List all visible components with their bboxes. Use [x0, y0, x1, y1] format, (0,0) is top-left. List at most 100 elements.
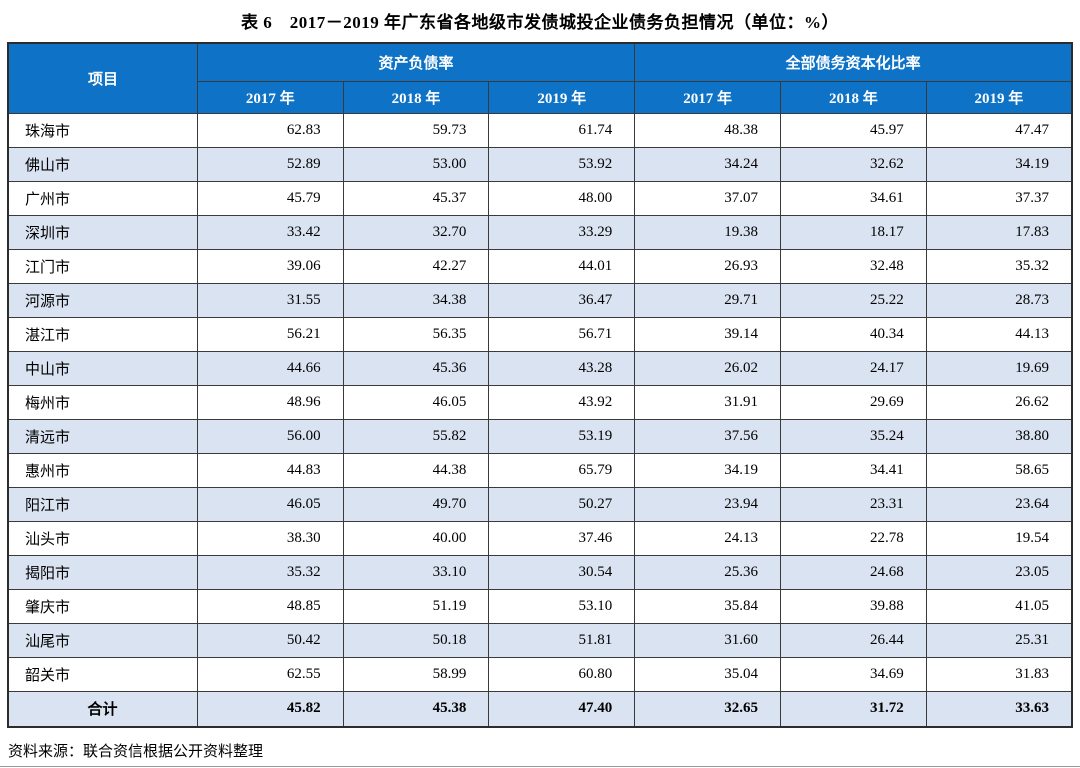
value-cell: 38.30 — [196, 520, 344, 556]
value-cell: 29.71 — [634, 282, 781, 318]
header-year-2017-a: 2017 年 — [196, 80, 344, 114]
city-name-cell: 揭阳市 — [7, 554, 198, 590]
value-cell: 32.48 — [779, 248, 927, 284]
value-cell: 35.84 — [634, 588, 781, 624]
value-cell: 44.38 — [342, 452, 490, 488]
value-cell: 50.27 — [488, 486, 636, 522]
value-cell: 33.63 — [925, 690, 1073, 728]
value-cell: 35.32 — [196, 554, 344, 590]
table-row: 肇庆市 48.85 51.19 53.10 35.84 39.88 41.05 — [7, 588, 1073, 624]
value-cell: 45.37 — [342, 180, 490, 216]
value-cell: 35.32 — [925, 248, 1073, 284]
debt-burden-table: 项目 资产负债率 全部债务资本化比率 2017 年 2018 年 2019 年 … — [7, 42, 1073, 728]
value-cell: 58.65 — [925, 452, 1073, 488]
value-cell: 53.00 — [342, 146, 490, 182]
value-cell: 24.17 — [779, 350, 927, 386]
city-name-cell: 江门市 — [7, 248, 198, 284]
table-row: 湛江市 56.21 56.35 56.71 39.14 40.34 44.13 — [7, 316, 1073, 352]
value-cell: 45.38 — [342, 690, 490, 728]
value-cell: 43.92 — [488, 384, 636, 420]
table-row: 汕头市 38.30 40.00 37.46 24.13 22.78 19.54 — [7, 520, 1073, 556]
city-name-cell: 清远市 — [7, 418, 198, 454]
value-cell: 33.29 — [488, 214, 636, 250]
city-name-cell: 珠海市 — [7, 112, 198, 148]
value-cell: 40.00 — [342, 520, 490, 556]
value-cell: 19.69 — [925, 350, 1073, 386]
value-cell: 39.14 — [634, 316, 781, 352]
table-row: 江门市 39.06 42.27 44.01 26.93 32.48 35.32 — [7, 248, 1073, 284]
value-cell: 40.34 — [779, 316, 927, 352]
value-cell: 30.54 — [488, 554, 636, 590]
value-cell: 48.00 — [488, 180, 636, 216]
value-cell: 34.61 — [779, 180, 927, 216]
value-cell: 18.17 — [779, 214, 927, 250]
value-cell: 35.04 — [634, 656, 781, 692]
value-cell: 37.46 — [488, 520, 636, 556]
value-cell: 25.22 — [779, 282, 927, 318]
value-cell: 34.19 — [634, 452, 781, 488]
value-cell: 26.62 — [925, 384, 1073, 420]
city-name-cell: 阳江市 — [7, 486, 198, 522]
value-cell: 49.70 — [342, 486, 490, 522]
value-cell: 58.99 — [342, 656, 490, 692]
value-cell: 41.05 — [925, 588, 1073, 624]
value-cell: 23.64 — [925, 486, 1073, 522]
header-year-2017-b: 2017 年 — [634, 80, 781, 114]
city-name-cell: 河源市 — [7, 282, 198, 318]
value-cell: 56.21 — [196, 316, 344, 352]
source-note: 资料来源：联合资信根据公开资料整理 — [8, 743, 264, 760]
value-cell: 33.10 — [342, 554, 490, 590]
value-cell: 19.54 — [925, 520, 1073, 556]
value-cell: 37.07 — [634, 180, 781, 216]
value-cell: 60.80 — [488, 656, 636, 692]
value-cell: 48.85 — [196, 588, 344, 624]
value-cell: 34.41 — [779, 452, 927, 488]
value-cell: 46.05 — [342, 384, 490, 420]
value-cell: 34.24 — [634, 146, 781, 182]
value-cell: 31.60 — [634, 622, 781, 658]
value-cell: 56.71 — [488, 316, 636, 352]
table-header: 项目 资产负债率 全部债务资本化比率 2017 年 2018 年 2019 年 … — [7, 42, 1073, 114]
value-cell: 23.31 — [779, 486, 927, 522]
value-cell: 32.62 — [779, 146, 927, 182]
total-row: 合计 45.82 45.38 47.40 32.65 31.72 33.63 — [7, 690, 1073, 728]
value-cell: 32.65 — [634, 690, 781, 728]
value-cell: 33.42 — [196, 214, 344, 250]
value-cell: 23.94 — [634, 486, 781, 522]
value-cell: 37.37 — [925, 180, 1073, 216]
header-debt-capitalization-ratio: 全部债务资本化比率 — [634, 42, 1073, 82]
value-cell: 31.83 — [925, 656, 1073, 692]
value-cell: 52.89 — [196, 146, 344, 182]
value-cell: 53.19 — [488, 418, 636, 454]
value-cell: 25.31 — [925, 622, 1073, 658]
header-group-row: 项目 资产负债率 全部债务资本化比率 — [7, 42, 1073, 114]
city-name-cell: 湛江市 — [7, 316, 198, 352]
total-label-cell: 合计 — [7, 690, 198, 728]
table-row: 汕尾市 50.42 50.18 51.81 31.60 26.44 25.31 — [7, 622, 1073, 658]
value-cell: 56.35 — [342, 316, 490, 352]
value-cell: 45.79 — [196, 180, 344, 216]
header-year-2018-a: 2018 年 — [342, 80, 490, 114]
value-cell: 34.19 — [925, 146, 1073, 182]
table-row: 梅州市 48.96 46.05 43.92 31.91 29.69 26.62 — [7, 384, 1073, 420]
value-cell: 44.83 — [196, 452, 344, 488]
city-name-cell: 汕尾市 — [7, 622, 198, 658]
table-row: 河源市 31.55 34.38 36.47 29.71 25.22 28.73 — [7, 282, 1073, 318]
value-cell: 50.42 — [196, 622, 344, 658]
value-cell: 39.88 — [779, 588, 927, 624]
value-cell: 62.55 — [196, 656, 344, 692]
value-cell: 47.40 — [488, 690, 636, 728]
value-cell: 26.93 — [634, 248, 781, 284]
table-row: 阳江市 46.05 49.70 50.27 23.94 23.31 23.64 — [7, 486, 1073, 522]
value-cell: 51.19 — [342, 588, 490, 624]
city-name-cell: 中山市 — [7, 350, 198, 386]
value-cell: 26.02 — [634, 350, 781, 386]
value-cell: 38.80 — [925, 418, 1073, 454]
value-cell: 48.96 — [196, 384, 344, 420]
header-asset-liability-ratio: 资产负债率 — [196, 42, 636, 82]
header-year-row: 2017 年 2018 年 2019 年 2017 年 2018 年 2019 … — [8, 80, 1073, 114]
value-cell: 56.00 — [196, 418, 344, 454]
value-cell: 22.78 — [779, 520, 927, 556]
value-cell: 53.92 — [488, 146, 636, 182]
